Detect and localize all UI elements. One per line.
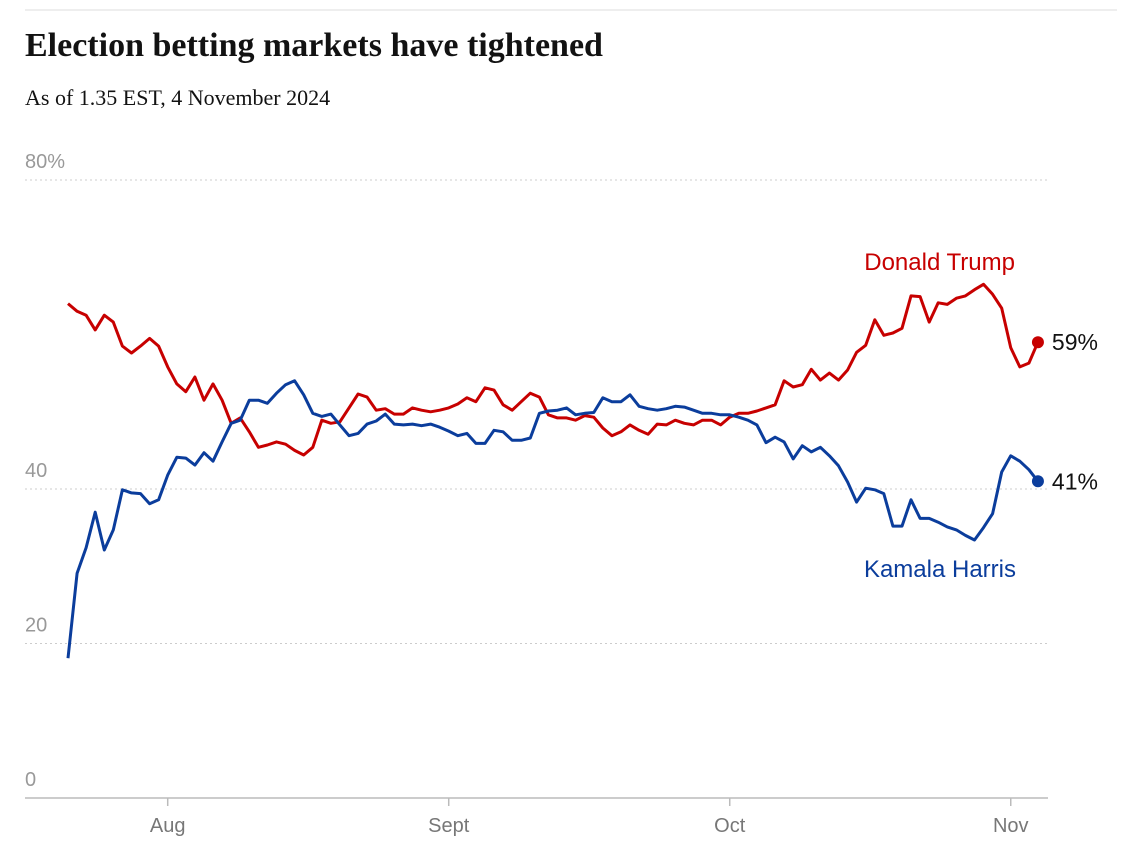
end-dot xyxy=(1031,475,1044,488)
chart-title: Election betting markets have tightened xyxy=(25,27,603,64)
x-tick-label: Nov xyxy=(993,815,1029,837)
end-label: 41% xyxy=(1052,468,1098,494)
y-tick-label: 0 xyxy=(25,769,36,791)
y-tick-label: 20 xyxy=(25,615,47,637)
x-tick-label: Oct xyxy=(714,815,746,837)
chart-subtitle: As of 1.35 EST, 4 November 2024 xyxy=(25,85,330,110)
y-tick-label: 80% xyxy=(25,151,65,173)
x-tick-label: Aug xyxy=(150,815,186,837)
y-tick-label: 40 xyxy=(25,460,47,482)
series-line xyxy=(67,282,1040,457)
x-tick-label: Sept xyxy=(428,815,470,837)
end-dot xyxy=(1031,336,1044,349)
end-label: 59% xyxy=(1052,329,1098,355)
series-line xyxy=(66,379,1040,659)
series-label: Donald Trump xyxy=(864,249,1015,276)
series-label: Kamala Harris xyxy=(864,556,1016,583)
